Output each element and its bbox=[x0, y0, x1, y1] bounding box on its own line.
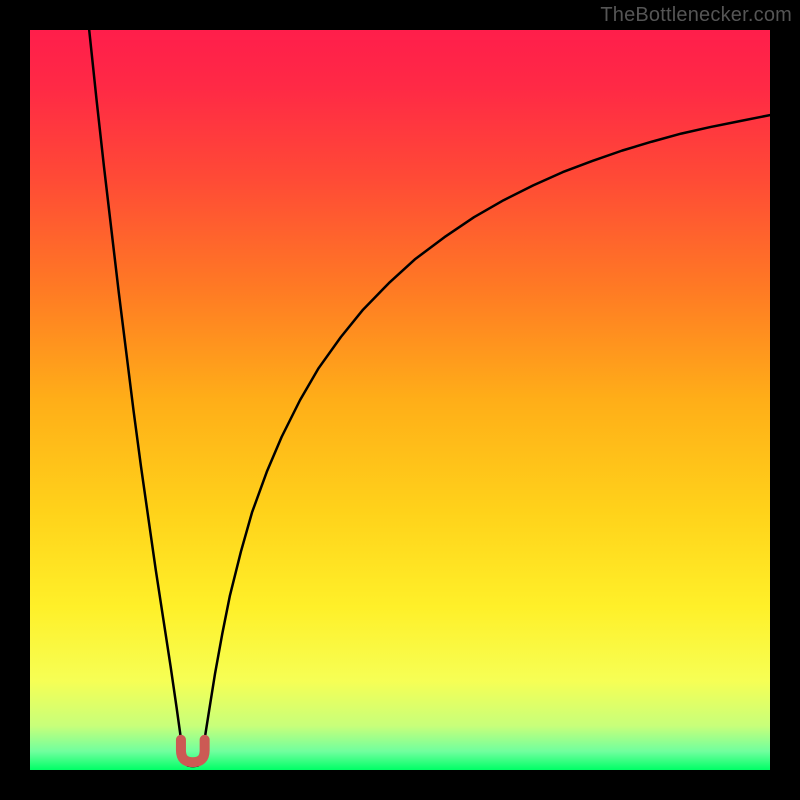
plot-area bbox=[30, 30, 770, 770]
curve-svg bbox=[30, 30, 770, 770]
bottleneck-curve bbox=[89, 30, 770, 766]
chart-canvas: TheBottlenecker.com bbox=[0, 0, 800, 800]
min-marker bbox=[181, 740, 205, 763]
watermark-text: TheBottlenecker.com bbox=[600, 4, 792, 27]
